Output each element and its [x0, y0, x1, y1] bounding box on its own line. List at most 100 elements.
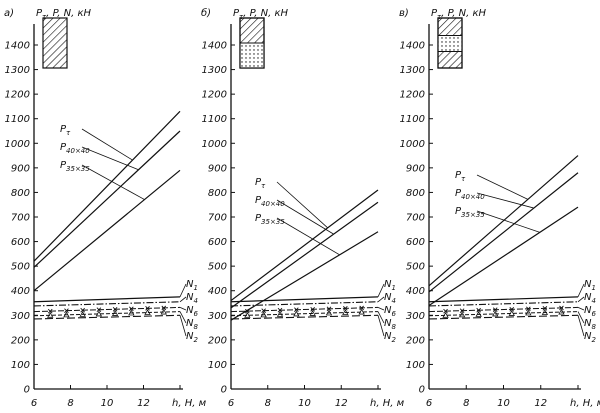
y-tick-label: 600 — [208, 237, 227, 248]
series-label-main: P — [455, 206, 462, 217]
leader-line — [81, 146, 139, 171]
series-label-subscript: 4 — [391, 297, 395, 305]
series-label: N6 — [384, 305, 396, 318]
series-line-p3535 — [33, 169, 181, 292]
series-marker — [459, 308, 465, 313]
y-tick-label: 1000 — [5, 139, 30, 150]
y-tick-label: 400 — [208, 286, 227, 297]
series-label-main: N — [186, 279, 194, 290]
legend-hatched-block — [42, 17, 68, 69]
y-axis-label-subscript: τ — [437, 13, 442, 21]
series-marker — [276, 311, 284, 317]
series-marker — [359, 305, 364, 311]
y-axis-label-subscript: τ — [42, 13, 47, 21]
series-label-main: N — [186, 305, 194, 316]
series-marker — [526, 306, 531, 312]
series-label: P40×40 — [455, 188, 485, 201]
y-tick-label: 100 — [406, 360, 425, 371]
series-label-subscript: 1 — [193, 284, 197, 292]
series-line-p — [428, 155, 579, 287]
series-label-main: N — [584, 292, 592, 303]
series-line-n1 — [428, 296, 579, 303]
y-tick-label: 900 — [406, 163, 425, 174]
series-marker — [260, 311, 267, 318]
series-marker — [343, 306, 348, 311]
series-marker — [112, 306, 118, 312]
series-label-subscript: 6 — [591, 310, 596, 318]
series-label-subscript: 35×35 — [66, 165, 90, 173]
leader-line — [577, 283, 585, 298]
y-tick-label: 300 — [406, 311, 425, 322]
x-axis-label: h, H, м — [172, 398, 207, 409]
x-tick-label: 8 — [463, 398, 469, 409]
series-marker — [309, 310, 316, 316]
leader-line — [179, 283, 187, 298]
series-line-n8 — [428, 311, 579, 317]
series-label-main: N — [584, 318, 592, 329]
legend-dotted-section — [437, 35, 463, 52]
y-axis-label-subscript: τ — [239, 13, 244, 21]
y-tick-label: 300 — [208, 311, 227, 322]
series-label-main: P — [255, 177, 262, 188]
series-marker — [245, 308, 250, 314]
x-tick-label: 6 — [228, 398, 234, 409]
series-label-subscript: 6 — [391, 310, 396, 318]
series-marker — [358, 308, 365, 315]
series-marker — [342, 309, 349, 315]
series-label-main: P — [60, 142, 67, 153]
series-label-subscript: 40×40 — [66, 147, 90, 155]
series-marker — [261, 308, 266, 313]
series-line-n4 — [428, 301, 579, 307]
series-marker — [476, 307, 481, 313]
series-line-p4040 — [33, 130, 181, 268]
series-marker — [443, 308, 448, 314]
series-label: P40×40 — [255, 195, 285, 208]
series-marker — [79, 311, 86, 317]
series-label-subscript: 6 — [193, 310, 198, 318]
series-label-main: N — [584, 305, 592, 316]
y-tick-label: 0 — [419, 385, 425, 396]
series-label-main: N — [384, 279, 392, 290]
y-axis-label-main: P — [233, 8, 240, 19]
series-label: N8 — [584, 318, 596, 331]
series-marker — [144, 309, 151, 315]
x-tick-label: 10 — [497, 398, 510, 409]
y-tick-label: 1400 — [400, 41, 425, 52]
series-label-subscript: 1 — [391, 284, 395, 292]
x-axis-label: h, H, м — [370, 398, 405, 409]
y-tick-label: 900 — [208, 163, 227, 174]
series-marker — [492, 307, 498, 313]
y-tick-label: 200 — [208, 335, 227, 346]
series-label-subscript: τ — [461, 175, 466, 183]
x-tick-label: 8 — [265, 398, 271, 409]
panel-label: а) — [4, 8, 14, 19]
y-tick-label: 800 — [208, 188, 227, 199]
leader-line — [377, 307, 385, 311]
series-label: N8 — [186, 318, 198, 331]
y-tick-label: 800 — [11, 188, 30, 199]
y-tick-label: 500 — [208, 262, 227, 273]
leader-line — [377, 315, 385, 337]
series-label-subscript: 40×40 — [461, 193, 485, 201]
series-marker — [492, 310, 499, 317]
y-tick-label: 700 — [406, 213, 425, 224]
series-marker — [475, 311, 482, 317]
y-tick-label: 700 — [11, 213, 30, 224]
series-label-subscript: 8 — [591, 323, 596, 331]
series-line-n6 — [428, 306, 579, 313]
series-line-n4 — [230, 301, 379, 307]
y-tick-label: 200 — [406, 335, 425, 346]
y-tick-label: 300 — [11, 311, 30, 322]
series-label: Pτ — [455, 170, 466, 183]
y-tick-label: 1400 — [5, 41, 30, 52]
series-marker — [47, 311, 54, 318]
y-tick-label: 200 — [11, 335, 30, 346]
series-line-n2 — [33, 314, 181, 320]
series-label-subscript: 40×40 — [261, 200, 285, 208]
series-label-subscript: 8 — [391, 323, 396, 331]
y-tick-label: 1400 — [202, 41, 227, 52]
y-tick-label: 700 — [208, 213, 227, 224]
series-line-n4 — [33, 301, 181, 307]
